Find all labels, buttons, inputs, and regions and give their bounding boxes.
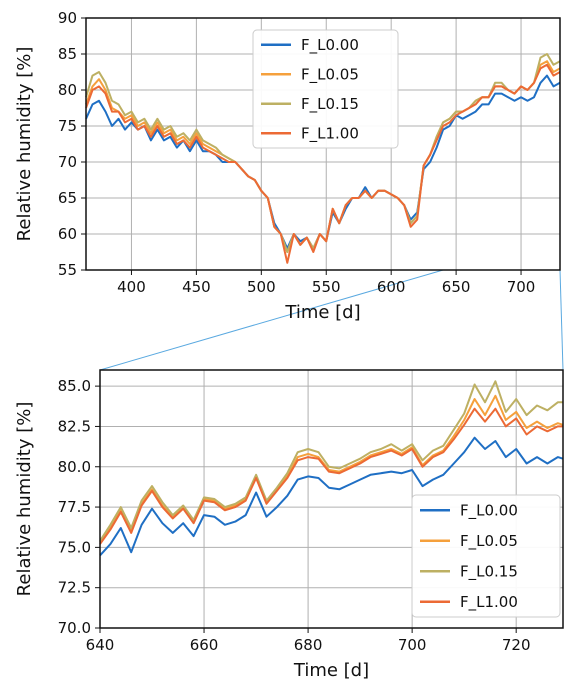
x-tick-labels: 400 450 500 550 600 650 700: [117, 270, 535, 296]
x-tick-label: 720: [502, 636, 531, 654]
x-tick-label: 600: [377, 278, 406, 296]
y-tick-label: 82.5: [58, 417, 91, 435]
series-line-f-l0-00: [99, 436, 564, 557]
y-tick-label: 80: [58, 81, 77, 99]
y-tick-label: 80.0: [58, 458, 91, 476]
zoom-chart: 640 660 680 700 720 70.0 72.5 75.0 77.5 80.0 82.5…: [14, 369, 564, 681]
y-tick-label: 72.5: [58, 579, 91, 597]
zoom-connector-left: [99, 269, 444, 371]
y-tick-label: 85: [58, 45, 77, 63]
y-tick-labels: 70.0 72.5 75.0 77.5 80.0 82.5 85.0: [58, 377, 100, 637]
y-axis-label: Relative humidity [%]: [14, 47, 35, 242]
y-tick-labels: 55 60 65 70 75 80 85 90: [58, 9, 86, 279]
legend-label: F_L1.00: [301, 124, 359, 143]
x-tick-label: 700: [507, 278, 536, 296]
y-tick-label: 75.0: [58, 538, 91, 556]
y-tick-label: 70.0: [58, 619, 91, 637]
series-line-f-l1-00: [99, 407, 563, 545]
series-line-f-l1-00: [85, 63, 561, 264]
x-tick-label: 400: [117, 278, 146, 296]
legend: F_L0.00 F_L0.05 F_L0.15 F_L1.00: [411, 494, 561, 618]
x-tick-label: 550: [312, 278, 341, 296]
legend-box: [252, 29, 399, 149]
y-tick-label: 77.5: [58, 498, 91, 516]
series-lines: [85, 53, 561, 264]
y-tick-label: 90: [58, 9, 77, 27]
x-tick-label: 660: [190, 636, 219, 654]
legend-label: F_L0.15: [460, 562, 518, 581]
series-lines: [99, 380, 564, 557]
legend-box: [411, 494, 561, 618]
series-line-f-l0-15: [99, 380, 563, 542]
x-tick-label: 450: [182, 278, 211, 296]
legend-label: F_L0.00: [301, 36, 359, 55]
legend-label: F_L0.05: [301, 65, 359, 84]
y-tick-label: 85.0: [58, 377, 91, 395]
y-tick-label: 70: [58, 153, 77, 171]
overview-chart: 400 450 500 550 600 650 700 55 60 65 70 75 80 85 90 T…: [14, 9, 561, 323]
series-line-f-l0-05: [99, 394, 564, 544]
y-tick-label: 65: [58, 189, 77, 207]
x-axis-label: Time [d]: [284, 302, 360, 323]
legend-label: F_L0.15: [301, 95, 359, 114]
x-tick-label: 680: [294, 636, 323, 654]
legend-label: F_L0.00: [460, 501, 518, 520]
x-tick-label: 700: [398, 636, 427, 654]
zoom-connector-right: [559, 269, 564, 371]
x-axis-label: Time [d]: [293, 660, 369, 681]
legend-label: F_L0.05: [460, 532, 518, 551]
plot-frame: [99, 369, 564, 629]
x-tick-label: 500: [247, 278, 276, 296]
y-tick-label: 75: [58, 117, 77, 135]
x-tick-label: 640: [86, 636, 115, 654]
y-tick-label: 60: [58, 225, 77, 243]
y-axis-label: Relative humidity [%]: [14, 402, 35, 597]
legend-label: F_L1.00: [460, 593, 518, 612]
x-tick-label: 650: [442, 278, 471, 296]
x-tick-labels: 640 660 680 700 720: [86, 628, 531, 654]
plot-frame: [85, 17, 561, 271]
legend: F_L0.00 F_L0.05 F_L0.15 F_L1.00: [252, 29, 399, 149]
y-tick-label: 55: [58, 261, 77, 279]
